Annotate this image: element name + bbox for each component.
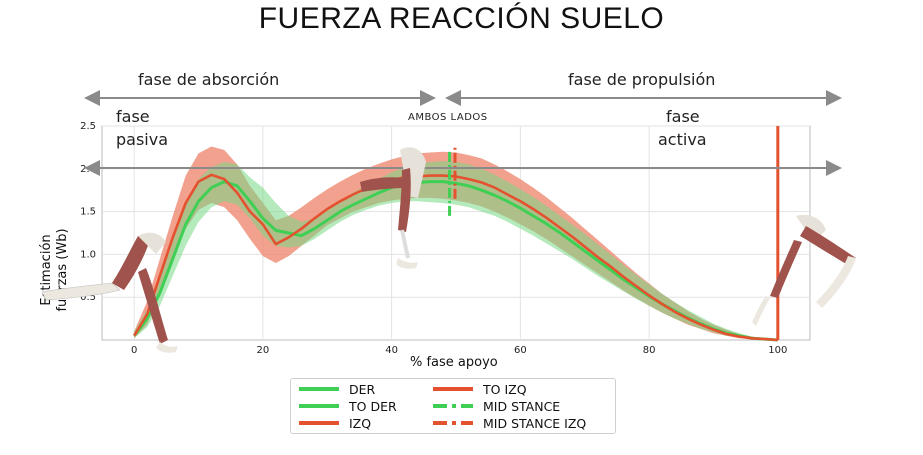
x-tick-label: 0 — [131, 345, 137, 356]
both-sides-label: AMBOS LADOS — [408, 112, 488, 123]
passive-phase-label-line1: fase — [116, 107, 150, 126]
legend-swatch — [433, 404, 473, 408]
legend-swatch — [299, 387, 339, 391]
legend-label: MID STANCE — [483, 399, 561, 414]
absorption-phase-label: fase de absorción — [138, 70, 279, 89]
legend-label: MID STANCE IZQ — [483, 416, 587, 431]
x-tick-label: 80 — [643, 345, 656, 356]
x-tick-label: 20 — [257, 345, 270, 356]
legend-swatch — [299, 404, 339, 408]
legend-label: TO DER — [349, 399, 397, 414]
x-tick-label: 60 — [514, 345, 527, 356]
y-tick-label: 0.5 — [80, 292, 96, 303]
active-phase-label-line2: activa — [658, 130, 707, 149]
y-tick-label: 2.0 — [80, 164, 96, 175]
leg-skeleton-icon — [41, 232, 178, 353]
chart-title: FUERZA REACCIÓN SUELO — [258, 2, 665, 35]
propulsion-phase-label: fase de propulsión — [568, 70, 715, 89]
legend-swatch — [433, 387, 473, 391]
legend-swatch — [433, 421, 473, 425]
y-tick-label: 1.5 — [80, 207, 96, 218]
x-tick-label: 40 — [385, 345, 398, 356]
y-tick-label: 2.5 — [80, 121, 96, 132]
y-tick-label: 1.0 — [80, 249, 96, 260]
y-axis-label-line1: Estimación — [39, 234, 54, 305]
legend-label: IZQ — [349, 416, 372, 431]
legend-swatch — [299, 421, 339, 425]
passive-phase-label-line2: pasiva — [116, 130, 168, 149]
x-axis-label: % fase apoyo — [410, 355, 498, 370]
legend-label: TO IZQ — [483, 382, 527, 397]
leg-skeleton-icon — [752, 214, 856, 326]
leg-skeleton-icon — [360, 147, 426, 269]
x-tick-label: 100 — [768, 345, 787, 356]
active-phase-label-line1: fase — [666, 107, 700, 126]
legend-label: DER — [349, 382, 376, 397]
chart-legend: DER TO DER IZQ TO IZQ MID STANCE MID STANCE I… — [290, 378, 616, 434]
